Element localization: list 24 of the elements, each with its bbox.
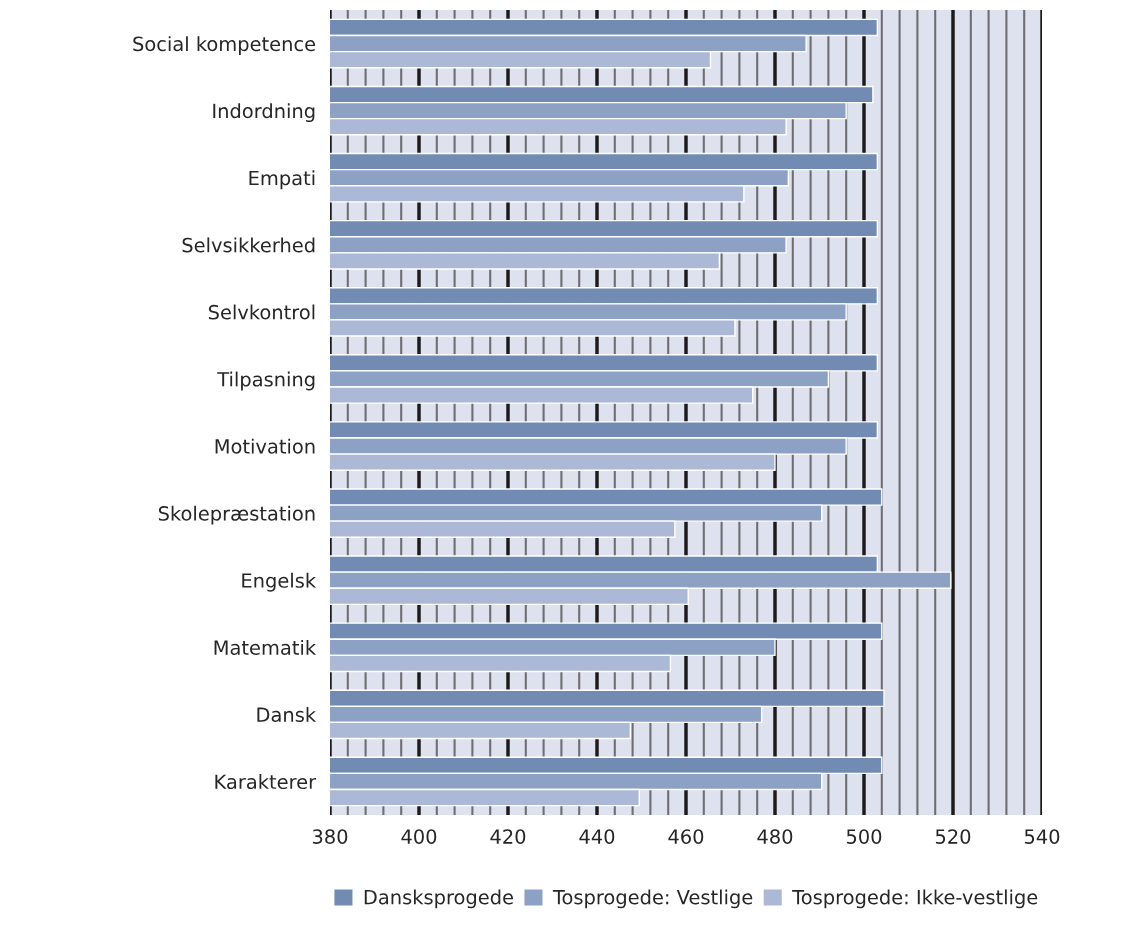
legend-label: Tosprogede: Vestlige	[552, 889, 753, 909]
legend-label: Dansksprogede	[364, 889, 513, 909]
y-tick-label: Motivation	[215, 438, 315, 454]
x-tick-label: 400	[401, 829, 437, 844]
y-tick-label: Indordning	[213, 103, 315, 123]
y-tick-label: Selvsikkerhed	[182, 237, 315, 253]
y-tick-label: Selvkontrol	[208, 304, 315, 320]
y-tick-label: Tilpasning	[217, 371, 315, 391]
x-tick-label: 540	[1024, 829, 1060, 844]
x-tick-label: 480	[757, 829, 793, 844]
x-tick-label: 500	[846, 829, 882, 844]
x-tick-label: 460	[668, 829, 704, 844]
y-tick-label: Karakterer	[215, 774, 317, 790]
x-tick-label: 380	[312, 829, 348, 844]
y-tick-label: Social kompetence	[133, 36, 316, 55]
y-tick-label: Engelsk	[242, 572, 317, 592]
y-tick-label: Skolepræstation	[158, 505, 315, 525]
x-tick-label: 440	[579, 829, 615, 844]
y-tick-label: Dansk	[257, 706, 317, 723]
y-tick-label: Matematik	[214, 639, 317, 655]
legend-label: Tosprogede: Ikke-vestlige	[792, 889, 1038, 909]
x-tick-label: 520	[935, 829, 971, 844]
y-tick-label: Empati	[249, 170, 315, 190]
x-tick-label: 420	[490, 829, 526, 844]
